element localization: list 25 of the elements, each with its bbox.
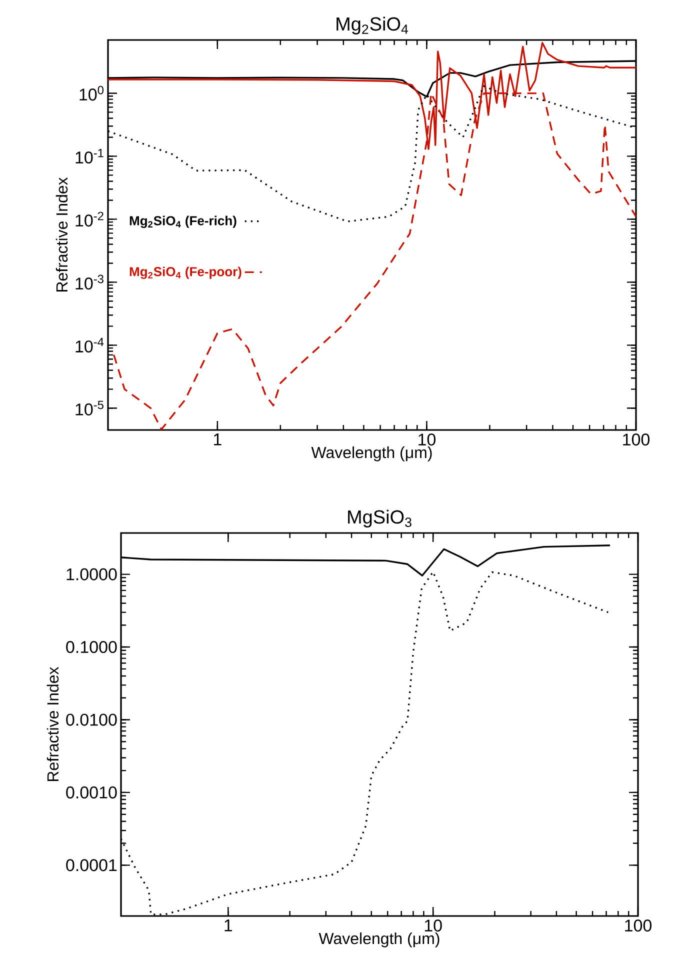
y-tick-label: 10$^{-1}$	[76, 148, 104, 164]
y-tick-label: 10$^{0}$	[80, 86, 104, 101]
x-tick-label: 100	[625, 920, 652, 932]
y-tick-label: 0.0100	[66, 714, 117, 726]
chart-title: Mg$_{2}$SiO$_{4}$	[336, 16, 408, 34]
legend-label: Mg$_{2}$SiO$_{4}$ (Fe-rich)	[130, 216, 236, 228]
y-tick-label: 0.0001	[66, 859, 117, 872]
x-axis-title: Wavelength (μm)	[318, 932, 440, 948]
y-tick-label: 0.1000	[66, 641, 117, 654]
y-tick-label: 1.0000	[66, 568, 117, 580]
y-axis-title: Refractive Index	[56, 177, 68, 292]
y-tick-label: 10$^{-4}$	[76, 338, 104, 352]
x-tick-label: 100	[623, 434, 650, 446]
x-axis-title: Wavelength (μm)	[311, 446, 432, 462]
x-tick-label: 10	[424, 920, 442, 932]
legend-label: Mg$_{2}$SiO$_{4}$ (Fe-poor)	[130, 266, 242, 279]
y-tick-label: 10$^{-3}$	[76, 274, 104, 290]
y-tick-label: 10$^{-2}$	[76, 212, 104, 227]
x-tick-label: 1	[224, 920, 232, 932]
y-axis-title: Refractive Index	[46, 666, 59, 781]
y-tick-label: 10$^{-5}$	[76, 400, 104, 416]
chart-title: MgSiO$_{3}$	[348, 510, 412, 528]
y-tick-label: 0.0010	[66, 786, 117, 798]
x-tick-label: 10	[418, 434, 436, 446]
x-tick-label: 1	[214, 434, 222, 446]
